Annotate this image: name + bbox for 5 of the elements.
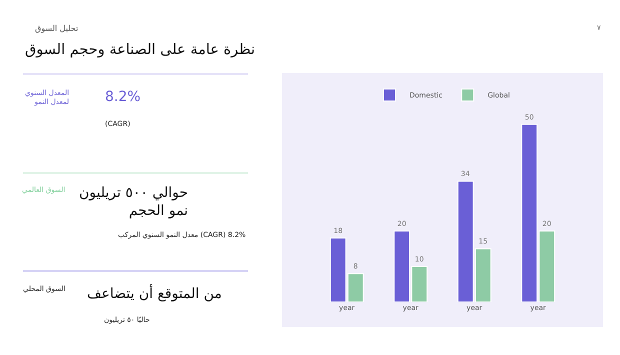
text: نظرة عامة على الصناعة وحجم السوق: [25, 42, 256, 58]
text: 8.2%: [105, 89, 141, 105]
text: من المتوقع أن يتضاعف: [87, 284, 222, 302]
text: حوالي ٥٠٠ تريليون نمو الحجم: [79, 185, 188, 220]
text: تحليل السوق: [35, 24, 78, 33]
